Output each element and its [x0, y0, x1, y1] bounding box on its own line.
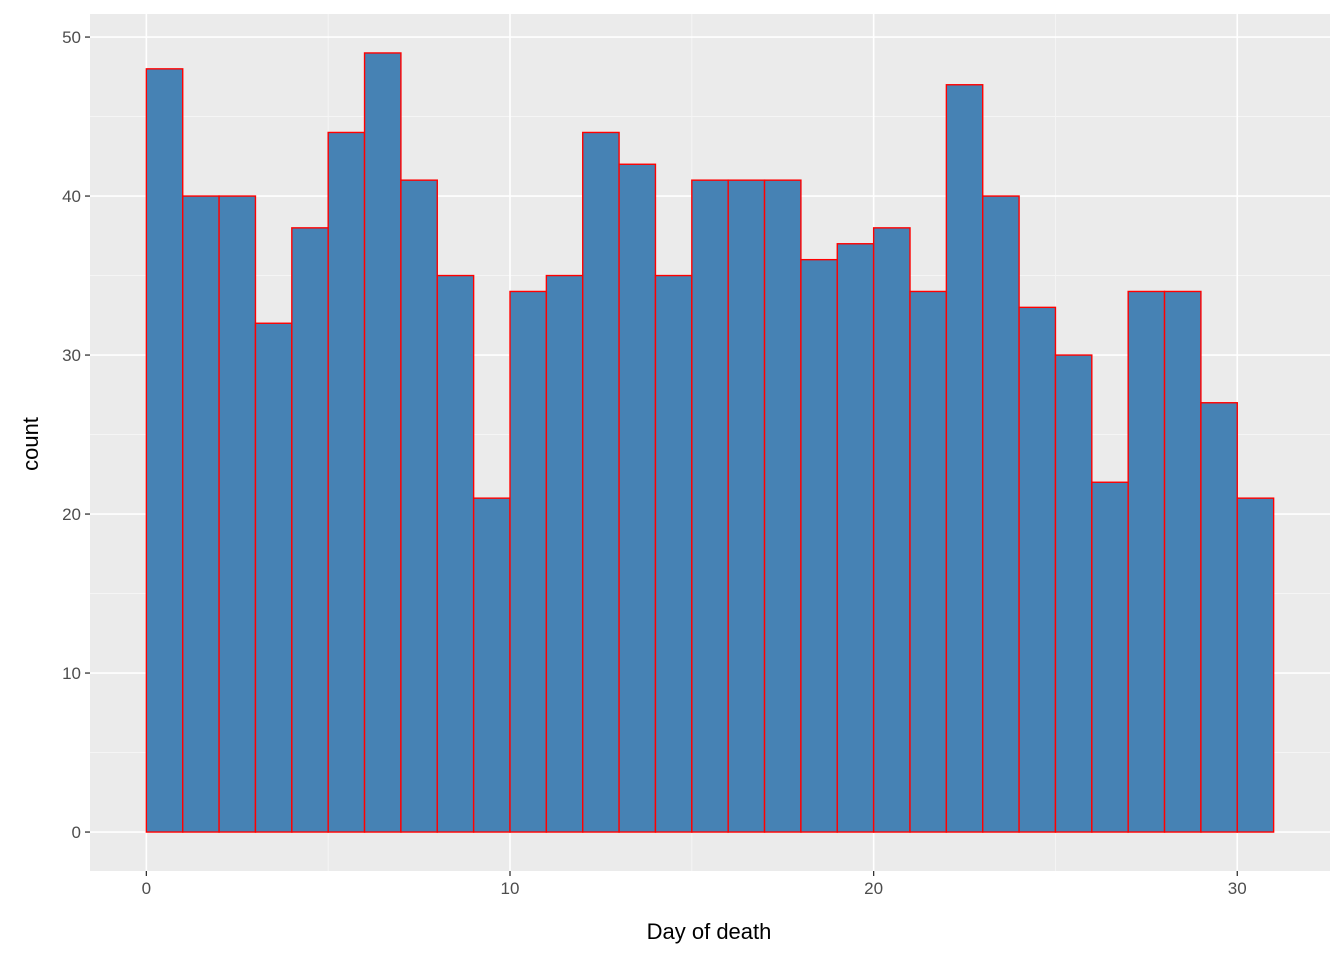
y-axis-title: count — [18, 417, 43, 471]
y-tick-label: 0 — [72, 823, 81, 842]
histogram-bar — [545, 274, 584, 833]
histogram-bar — [1200, 402, 1238, 833]
histogram-bar — [218, 195, 257, 833]
x-tick-label: 0 — [142, 879, 151, 898]
y-axis-ticks: 0 10 20 30 40 50 — [62, 28, 90, 842]
histogram-bar — [582, 131, 620, 833]
histogram-bar — [400, 179, 438, 833]
histogram-bar — [291, 227, 329, 833]
histogram-bar — [1018, 306, 1057, 833]
histogram-bar — [1236, 497, 1275, 833]
histogram-bar — [436, 274, 475, 833]
histogram-bar — [182, 195, 220, 833]
x-tick-label: 10 — [501, 879, 520, 898]
histogram-bar — [254, 322, 293, 833]
y-tick-label: 30 — [62, 346, 81, 365]
histogram-bar — [1091, 481, 1129, 833]
histogram-bar — [363, 52, 402, 833]
y-tick-label: 40 — [62, 187, 81, 206]
x-tick-label: 30 — [1228, 879, 1247, 898]
histogram-bar — [618, 163, 657, 833]
histogram-bar — [727, 179, 766, 833]
y-tick-label: 50 — [62, 28, 81, 47]
histogram-bar — [691, 179, 729, 833]
histogram-bar — [472, 497, 511, 833]
y-tick-label: 10 — [62, 664, 81, 683]
histogram-bar — [872, 227, 911, 833]
histogram-bar — [1163, 290, 1202, 833]
histogram-bar — [982, 195, 1020, 833]
histogram-bar — [909, 290, 948, 833]
histogram-bar — [1127, 290, 1166, 833]
histogram-bar — [509, 290, 548, 833]
histogram-bar — [654, 274, 693, 833]
y-tick-label: 20 — [62, 505, 81, 524]
histogram-bar — [145, 68, 184, 833]
x-tick-label: 20 — [864, 879, 883, 898]
x-axis-ticks: 0 10 20 30 — [142, 871, 1247, 898]
histogram-bar — [945, 84, 984, 833]
histogram-bar — [327, 131, 366, 833]
histogram-bar — [1054, 354, 1093, 833]
histogram-bar — [800, 258, 838, 833]
x-axis-title: Day of death — [647, 919, 772, 944]
histogram-bars — [145, 52, 1275, 833]
histogram-bar — [763, 179, 802, 833]
histogram-bar — [836, 243, 875, 833]
